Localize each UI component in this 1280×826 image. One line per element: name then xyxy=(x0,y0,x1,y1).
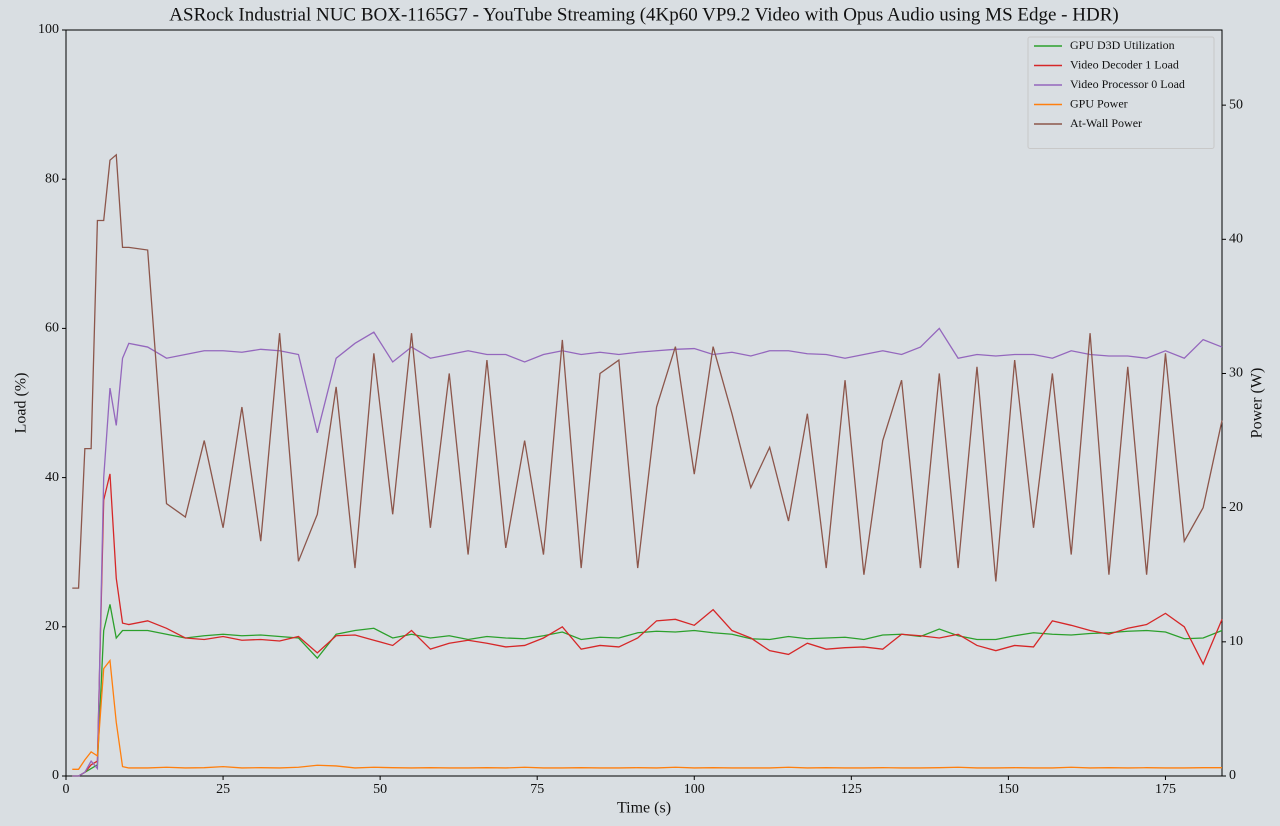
x-tick-label: 150 xyxy=(998,782,1019,797)
series-line xyxy=(72,327,1223,777)
legend-box xyxy=(1027,36,1215,149)
x-tick-label: 175 xyxy=(1155,782,1176,797)
x-tick-label: 75 xyxy=(530,782,544,797)
y2-tick-label: 10 xyxy=(1229,634,1243,649)
legend-label: Video Decoder 1 Load xyxy=(1070,57,1179,71)
x-tick-label: 50 xyxy=(373,782,387,797)
x-tick-label: 125 xyxy=(841,782,862,797)
y2-tick-label: 0 xyxy=(1229,768,1236,783)
legend-label: Video Processor 0 Load xyxy=(1070,77,1185,91)
x-axis-label: Time (s) xyxy=(617,800,671,817)
x-tick-label: 0 xyxy=(63,782,70,797)
legend-label: GPU Power xyxy=(1070,96,1128,110)
chart-title: ASRock Industrial NUC BOX-1165G7 - YouTu… xyxy=(169,4,1118,25)
x-tick-label: 100 xyxy=(684,782,705,797)
y-axis-label: Load (%) xyxy=(13,373,30,434)
y-tick-label: 100 xyxy=(38,22,59,37)
y-tick-label: 40 xyxy=(45,470,59,485)
y-tick-label: 0 xyxy=(52,768,59,783)
series-line xyxy=(72,473,1223,777)
series-line xyxy=(72,604,1223,777)
series-line xyxy=(72,153,1223,589)
y2-tick-label: 40 xyxy=(1229,232,1243,247)
y2-tick-label: 20 xyxy=(1229,500,1243,515)
legend-label: GPU D3D Utilization xyxy=(1070,38,1175,52)
y2-tick-label: 30 xyxy=(1229,366,1243,381)
series-line xyxy=(72,658,1222,770)
legend-label: At-Wall Power xyxy=(1070,116,1142,130)
plot-frame xyxy=(65,29,1223,777)
y-tick-label: 60 xyxy=(45,321,59,336)
y2-axis-label: Power (W) xyxy=(1249,368,1266,439)
y-tick-label: 80 xyxy=(45,171,59,186)
x-tick-label: 25 xyxy=(216,782,230,797)
y-tick-label: 20 xyxy=(45,619,59,634)
y2-tick-label: 50 xyxy=(1229,97,1243,112)
